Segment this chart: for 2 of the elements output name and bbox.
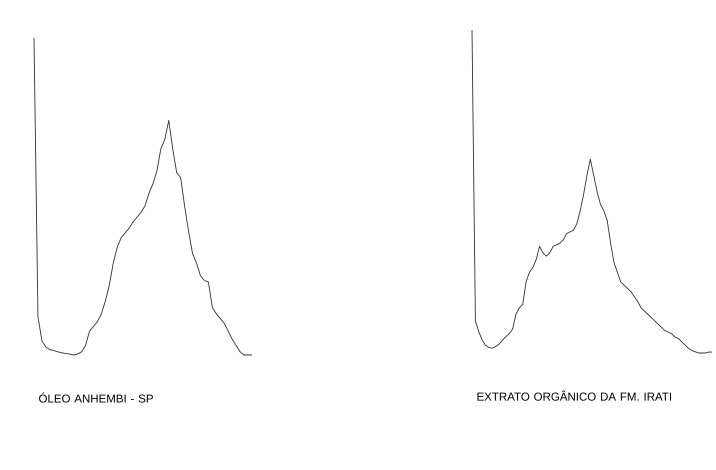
- text: EXTRATO ORGÂNICO DA FM. IRATI: [477, 390, 671, 401]
- text: ÓLEO ANHEMBI - SP: [39, 392, 153, 403]
